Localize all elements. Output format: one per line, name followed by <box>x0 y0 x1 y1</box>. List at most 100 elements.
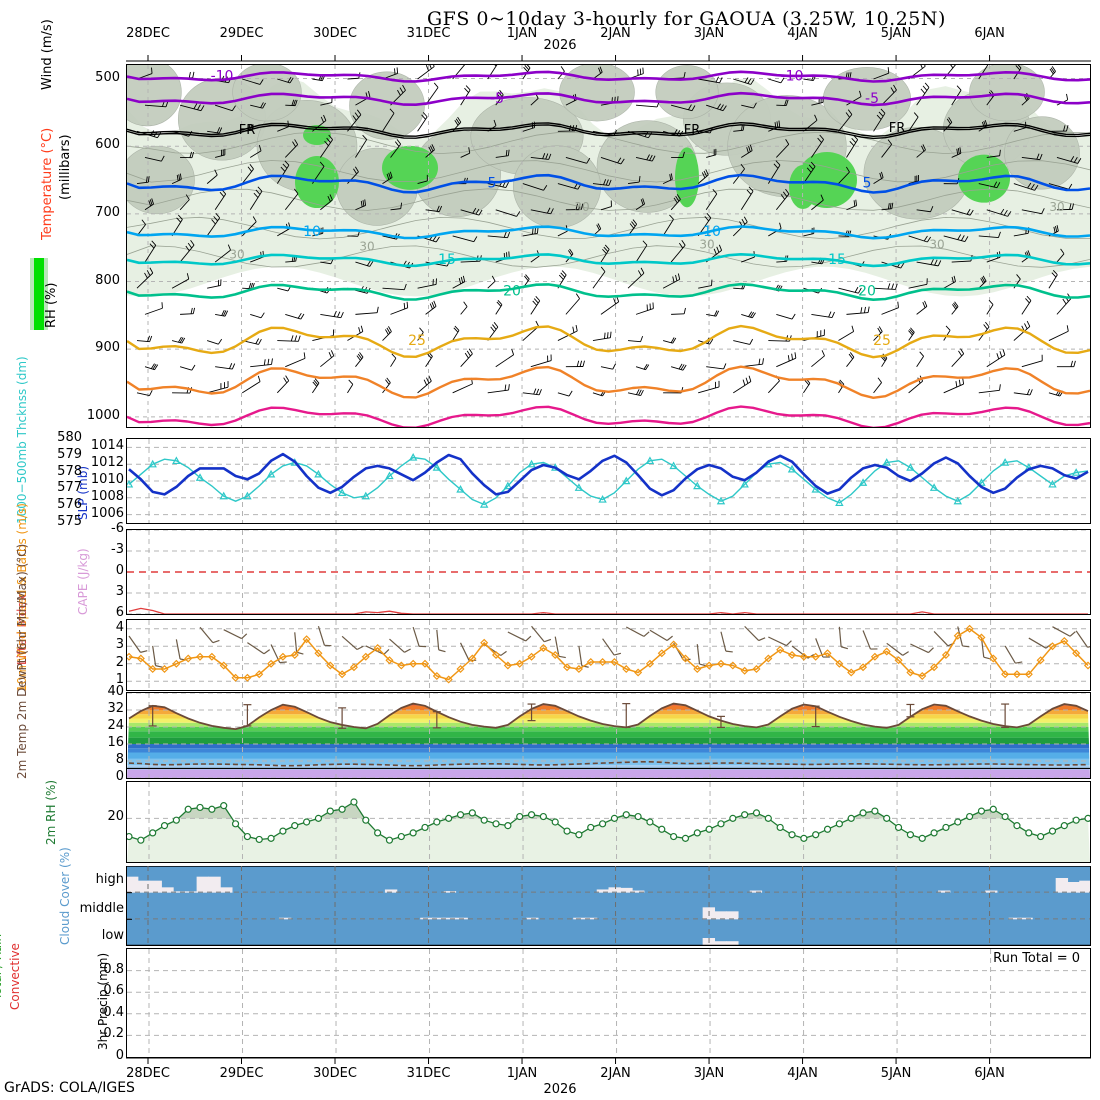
upper-air-ytick-700: 700 <box>95 204 120 220</box>
legend-temperature: Temperature (°C) <box>40 127 55 240</box>
svg-text:-5: -5 <box>490 91 504 107</box>
li-ytick-m3: -3 <box>111 542 124 557</box>
precip-ytick-0p8: 0.8 <box>103 961 124 977</box>
time-tick-5jan: 5JAN <box>880 26 912 41</box>
legend-rh: RH (%) <box>44 282 59 328</box>
cloud-row-low-label: low <box>101 928 124 943</box>
wind10m-ytick-3: 3 <box>115 637 124 653</box>
rh2m-panel[interactable] <box>126 781 1091 863</box>
time-tick-1jan: 1JAN <box>506 1066 538 1081</box>
svg-text:5: 5 <box>488 175 497 191</box>
li-ytick-6: 6 <box>115 605 124 620</box>
grads-credit: GrADS: COLA/IGES <box>4 1080 135 1096</box>
svg-text:30: 30 <box>574 200 589 214</box>
cloud-cover-panel[interactable] <box>126 866 1091 946</box>
slp-thickness-panel[interactable] <box>126 438 1091 524</box>
time-tick-29dec: 29DEC <box>219 26 264 41</box>
thickness-ytick-578: 578 <box>57 463 82 479</box>
svg-text:FR: FR <box>889 121 906 136</box>
svg-text:15: 15 <box>438 252 456 268</box>
upper-air-panel[interactable]: -10 -10 -5 -5 FR FR FR 5 5 10 10 15 15 20 20 25 25 30 30 30… <box>126 64 1091 428</box>
temp2m-ytick-40: 40 <box>107 684 124 699</box>
bottom-time-axis: 28DEC 29DEC 30DEC 31DEC 1JAN 2JAN 3JAN 4JAN 5JAN… <box>0 1058 1100 1098</box>
upper-air-ytick-1000: 1000 <box>86 407 120 423</box>
legend-wind: Wind (m/s) <box>40 19 55 90</box>
temp2m-ytick-16: 16 <box>107 735 124 750</box>
svg-text:10: 10 <box>703 224 721 240</box>
time-tick-4jan: 4JAN <box>787 1066 818 1081</box>
temp2m-ytick-24: 24 <box>107 718 124 733</box>
svg-text:FR: FR <box>684 123 701 138</box>
thickness-ytick-576: 576 <box>57 497 82 513</box>
svg-text:30: 30 <box>929 237 944 251</box>
svg-text:FR: FR <box>239 123 256 138</box>
upper-air-ytick-800: 800 <box>95 272 120 288</box>
svg-text:-10: -10 <box>781 69 804 85</box>
precip-ytick-0: 0 <box>115 1048 124 1063</box>
time-tick-6jan: 6JAN <box>974 1066 1005 1081</box>
svg-text:30: 30 <box>1049 200 1064 214</box>
temp2m-ytick-0: 0 <box>115 769 124 784</box>
precip-panel[interactable] <box>126 948 1091 1058</box>
top-time-axis: 28DEC 29DEC 30DEC 31DEC 1JAN 2JAN 3JAN 4JAN 5JAN… <box>0 26 1100 62</box>
li-ytick-m6: -6 <box>111 521 124 536</box>
rh2m-axis-label: 2m RH (%) <box>44 779 58 845</box>
time-tick-28dec: 28DEC <box>126 1066 170 1081</box>
time-tick-28dec: 28DEC <box>126 26 170 41</box>
temp2m-ytick-8: 8 <box>115 752 124 767</box>
wind10m-ytick-4: 4 <box>115 619 124 635</box>
time-tick-30dec: 30DEC <box>313 1066 357 1081</box>
upper-air-ytick-600: 600 <box>95 137 120 153</box>
svg-text:30: 30 <box>359 239 374 253</box>
li-ytick-3: 3 <box>115 584 124 599</box>
svg-text:30: 30 <box>699 237 714 251</box>
li-ytick-0: 0 <box>115 563 124 578</box>
svg-text:10: 10 <box>303 224 321 240</box>
precip-legend-total: Total / Rain <box>0 933 4 1000</box>
thickness-ytick-575: 575 <box>57 514 82 529</box>
stability-panel[interactable] <box>126 529 1091 615</box>
thickness-ytick-579: 579 <box>57 446 82 462</box>
time-tick-30dec: 30DEC <box>313 26 357 41</box>
time-tick-31dec: 31DEC <box>406 1066 451 1081</box>
time-tick-6jan: 6JAN <box>974 26 1005 41</box>
time-tick-2jan: 2JAN <box>600 26 631 41</box>
time-tick-2jan: 2JAN <box>600 1066 631 1081</box>
time-tick-3jan: 3JAN <box>693 1066 725 1081</box>
precip-ytick-0p2: 0.2 <box>103 1026 124 1042</box>
cloud-row-middle-label: middle <box>79 901 124 916</box>
rh2m-ytick-20: 20 <box>107 809 124 825</box>
thickness-ytick-577: 577 <box>57 480 82 496</box>
rh-legend-swatch: RH (%) <box>30 258 59 330</box>
wind10m-ytick-2: 2 <box>115 654 124 670</box>
svg-text:-10: -10 <box>211 69 234 85</box>
slp-ytick-1008: 1008 <box>90 488 124 504</box>
slp-ytick-1006: 1006 <box>90 505 124 521</box>
svg-text:-5: -5 <box>865 91 879 107</box>
svg-text:30: 30 <box>229 247 244 261</box>
time-tick-29dec: 29DEC <box>219 1066 264 1081</box>
precip-legend-convective: Convective <box>8 943 22 1010</box>
upper-air-ytick-500: 500 <box>95 69 120 85</box>
svg-text:20: 20 <box>858 284 876 300</box>
thickness-axis-label: 1000−500mb Thcknss (dm) <box>15 356 29 524</box>
svg-text:5: 5 <box>863 175 872 191</box>
cloud-row-high-label: high <box>95 872 124 887</box>
svg-text:25: 25 <box>408 333 426 349</box>
wind10m-panel[interactable] <box>126 619 1091 691</box>
time-tick-1jan: 1JAN <box>506 26 538 41</box>
precip-ytick-0p4: 0.4 <box>103 1004 124 1020</box>
temp2m-ytick-32: 32 <box>107 701 124 716</box>
page-title: GFS 0~10day 3-hourly for GAOUA (3.25W, 1… <box>427 8 946 30</box>
temp2m-axis-label: 2m Temp 2m DewPt (6hr Min/Max) (°C) <box>15 543 29 779</box>
temp2m-panel[interactable] <box>126 692 1091 779</box>
svg-text:15: 15 <box>828 252 846 268</box>
time-tick-5jan: 5JAN <box>880 1066 912 1081</box>
precip-ytick-0p6: 0.6 <box>103 983 124 999</box>
wind10m-ytick-1: 1 <box>115 672 124 688</box>
top-year-label: 2026 <box>543 38 577 53</box>
slp-ytick-1010: 1010 <box>90 472 124 487</box>
upper-air-ytick-900: 900 <box>95 340 120 356</box>
bottom-year-label: 2026 <box>543 1082 577 1097</box>
slp-ytick-1014: 1014 <box>90 438 124 454</box>
